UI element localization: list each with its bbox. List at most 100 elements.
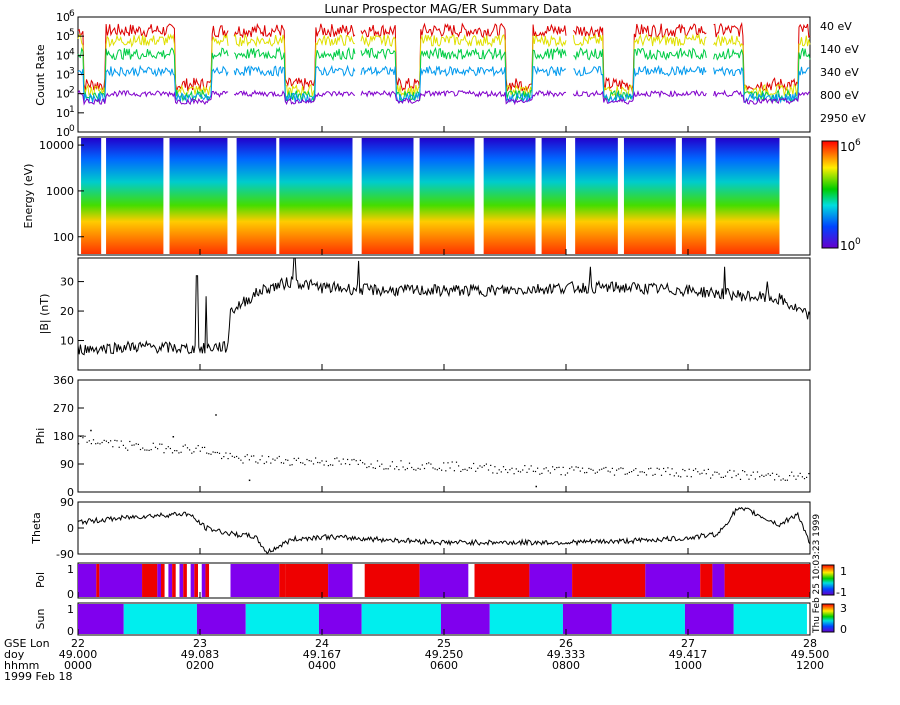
phi-point <box>735 475 737 477</box>
phi-point <box>746 474 748 476</box>
phi-point <box>669 473 671 476</box>
count-rate-tick-exp: 6 <box>69 9 75 19</box>
phi-point <box>413 468 415 471</box>
phi-point <box>295 459 297 461</box>
phi-tick-label: 0 <box>67 486 74 499</box>
sun-segment-2 <box>196 604 246 634</box>
pol-segment-14 <box>474 564 530 597</box>
phi-point <box>99 443 101 445</box>
phi-point <box>107 442 110 444</box>
phi-point <box>658 468 660 470</box>
phi-point <box>159 443 161 445</box>
phi-point <box>509 469 511 471</box>
pol-segment-20 <box>724 564 810 597</box>
phi-point <box>347 458 349 461</box>
sun-segment-9 <box>611 604 685 634</box>
phi-point <box>186 447 189 449</box>
phi-point <box>338 460 340 462</box>
phi-point <box>673 475 675 477</box>
phi-point <box>803 478 806 480</box>
phi-point <box>182 445 184 447</box>
phi-outlier <box>215 414 217 416</box>
phi-point <box>332 464 334 466</box>
energy-tick-label: 10000 <box>39 139 74 152</box>
phi-point <box>566 472 569 474</box>
phi-point <box>206 452 208 454</box>
pol-segment-16 <box>572 564 646 597</box>
phi-point <box>473 462 475 465</box>
spectrogram-block-12 <box>715 138 780 254</box>
phi-point <box>748 478 750 480</box>
phi-point <box>259 459 261 461</box>
pol-segment-0 <box>78 564 97 597</box>
phi-point <box>274 459 276 461</box>
phi-point <box>236 455 238 458</box>
count-rate-tick-base: 10 <box>56 30 70 43</box>
phi-point <box>453 470 455 472</box>
pol-segment-9 <box>328 564 353 597</box>
spectrogram-layer <box>81 138 780 254</box>
phi-point <box>716 471 718 473</box>
phi-point <box>761 474 763 476</box>
phi-point <box>742 470 744 472</box>
theta-tick-label: 0 <box>67 522 74 535</box>
band-layer <box>78 564 810 634</box>
phi-point <box>492 472 494 474</box>
field-tick-label: 30 <box>60 276 74 289</box>
phi-point <box>157 448 159 450</box>
phi-point <box>795 478 797 480</box>
phi-point <box>771 472 774 474</box>
phi-point <box>547 470 549 472</box>
phi-point <box>564 474 566 476</box>
field-tick-label: 10 <box>60 335 74 348</box>
phi-point <box>776 473 778 475</box>
sun-segment-1 <box>123 604 197 634</box>
phi-point <box>436 469 438 471</box>
x-label-hhmm: 0000 <box>64 659 92 672</box>
spectrogram-block-11 <box>681 138 707 254</box>
phi-point <box>722 476 724 478</box>
phi-point <box>406 467 408 470</box>
phi-point <box>688 468 690 470</box>
x-label-hhmm: 0200 <box>186 659 214 672</box>
phi-point <box>532 470 534 472</box>
phi-point <box>541 472 543 474</box>
phi-point <box>336 457 338 459</box>
phi-point <box>675 472 677 474</box>
pol-stripe <box>157 564 162 597</box>
phi-point <box>312 463 315 465</box>
phi-ylabel: Phi <box>34 428 47 445</box>
phi-point <box>255 461 257 463</box>
timestamp-side-text: Thu Feb 25 10:03:23 1999 <box>812 514 822 634</box>
phi-point <box>605 466 607 469</box>
field-magnitude-frame <box>77 257 811 371</box>
phi-point <box>648 468 650 470</box>
phi-point <box>545 467 547 469</box>
phi-point <box>534 470 537 473</box>
phi-point <box>178 452 180 454</box>
spectrogram-block-8 <box>541 138 566 254</box>
pol-segment-7 <box>279 564 286 597</box>
phi-point <box>577 466 579 469</box>
phi-point <box>490 464 492 466</box>
sun-segment-6 <box>440 604 490 634</box>
phi-point <box>470 467 472 469</box>
phi-point <box>398 469 400 471</box>
legend-entry-4: 2950 eV <box>820 112 866 125</box>
spectrogram-block-6 <box>419 138 475 254</box>
phi-point <box>223 456 225 458</box>
phi-point <box>575 466 577 468</box>
x-label-hhmm: 0600 <box>430 659 458 672</box>
pol-stripe <box>183 564 187 597</box>
phi-point <box>120 440 122 442</box>
phi-point <box>174 450 176 452</box>
phi-point <box>148 449 150 451</box>
phi-point <box>793 475 795 477</box>
pol-segment-12 <box>419 564 469 597</box>
spectrogram-block-7 <box>483 138 536 254</box>
phi-point <box>310 460 312 462</box>
phi-point <box>394 468 396 470</box>
phi-point <box>677 475 680 477</box>
phi-point <box>801 476 803 478</box>
count-rate-tick-base: 10 <box>56 49 70 62</box>
